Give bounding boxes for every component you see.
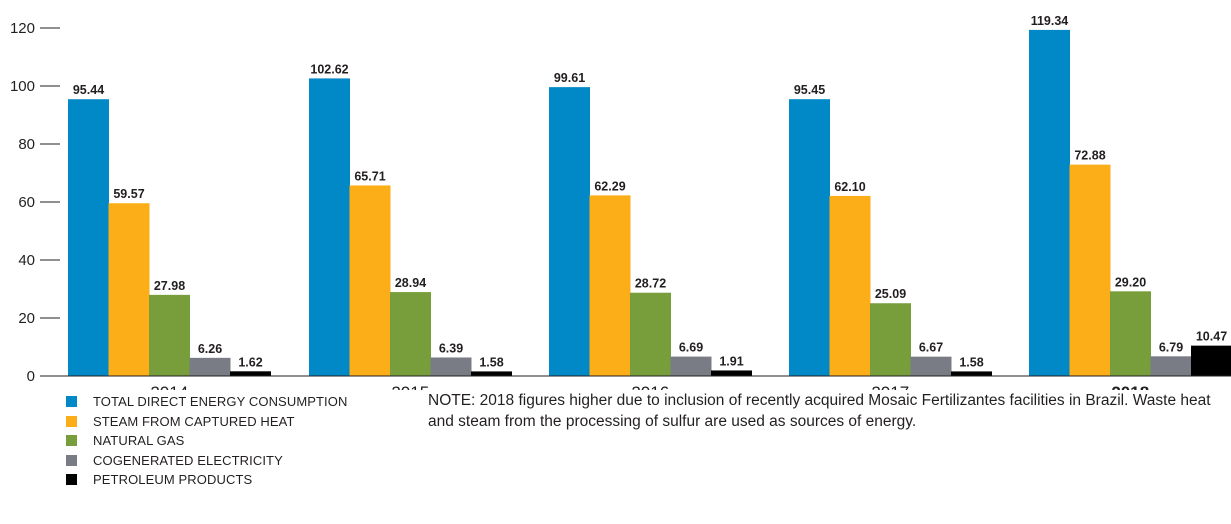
bar bbox=[1110, 291, 1151, 376]
bar-value-label: 6.79 bbox=[1159, 340, 1183, 354]
legend-swatch bbox=[66, 415, 77, 427]
y-tick-label: 40 bbox=[18, 252, 35, 269]
bar-chart: 0 20 40 60 80 100 120 95.44 59.57 27.98 6.26 1.62 1… bbox=[10, 14, 1231, 390]
legend-label: NATURAL GAS bbox=[93, 433, 185, 449]
bar-value-label: 99.61 bbox=[554, 71, 585, 85]
bar-value-label: 27.98 bbox=[154, 279, 185, 293]
legend-swatch bbox=[66, 396, 77, 408]
chart-note: NOTE: 2018 figures higher due to inclusi… bbox=[428, 392, 1211, 430]
bar bbox=[108, 203, 150, 376]
y-axis: 0 20 40 60 80 100 120 bbox=[10, 20, 60, 385]
bar-value-label: 119.34 bbox=[1031, 14, 1069, 28]
x-tick-label: 2018 bbox=[1111, 383, 1149, 390]
legend-item: COGENERATED ELECTRICITY bbox=[66, 451, 347, 471]
y-tick-label: 0 bbox=[27, 368, 35, 385]
bar-value-label: 62.10 bbox=[834, 180, 865, 194]
bar bbox=[1029, 29, 1070, 376]
legend-item: PETROLEUM PRODUCTS bbox=[66, 470, 347, 490]
y-tick-label: 60 bbox=[18, 194, 35, 211]
x-tick-label: 2017 bbox=[871, 383, 909, 390]
bar bbox=[870, 303, 911, 376]
bar-value-label: 6.39 bbox=[439, 341, 463, 355]
x-tick-label: 2015 bbox=[391, 383, 429, 390]
bar-value-label: 1.91 bbox=[719, 354, 743, 368]
bar bbox=[149, 294, 190, 376]
bar bbox=[430, 357, 472, 376]
legend-swatch bbox=[66, 435, 77, 447]
legend-label: STEAM FROM CAPTURED HEAT bbox=[93, 413, 295, 429]
legend-label: TOTAL DIRECT ENERGY CONSUMPTION bbox=[93, 394, 348, 410]
legend-swatch bbox=[66, 454, 77, 466]
bar-value-label: 95.45 bbox=[794, 83, 825, 97]
bar-value-label: 95.44 bbox=[73, 83, 104, 97]
y-tick-label: 80 bbox=[18, 136, 35, 153]
legend-item: STEAM FROM CAPTURED HEAT bbox=[66, 412, 347, 432]
bar-value-label: 10.47 bbox=[1196, 330, 1227, 344]
bars-group: 95.44 59.57 27.98 6.26 1.62 102.62 65.71 28.94 6… bbox=[68, 14, 1231, 377]
bar-value-label: 72.88 bbox=[1074, 149, 1105, 163]
bar-value-label: 28.72 bbox=[635, 277, 666, 291]
bar bbox=[1150, 356, 1192, 376]
y-tick-label: 20 bbox=[18, 310, 35, 327]
legend-swatch bbox=[66, 474, 77, 486]
bar bbox=[549, 87, 590, 377]
bar bbox=[230, 371, 271, 376]
legend: TOTAL DIRECT ENERGY CONSUMPTION STEAM FRO… bbox=[66, 392, 347, 490]
legend-label: COGENERATED ELECTRICITY bbox=[93, 452, 283, 468]
bar bbox=[390, 292, 431, 376]
bar bbox=[68, 99, 109, 376]
bar bbox=[471, 371, 512, 376]
bar-value-label: 6.69 bbox=[679, 341, 703, 355]
legend-item: TOTAL DIRECT ENERGY CONSUMPTION bbox=[66, 392, 347, 412]
x-axis: 2014 2015 2016 2017 2018 bbox=[40, 375, 1231, 390]
bar bbox=[309, 78, 350, 376]
bar-value-label: 62.29 bbox=[594, 179, 625, 193]
legend-label: PETROLEUM PRODUCTS bbox=[93, 472, 253, 488]
bar-value-label: 1.58 bbox=[959, 355, 983, 369]
x-tick-label: 2014 bbox=[150, 383, 188, 390]
bar bbox=[829, 195, 871, 376]
y-tick-label: 100 bbox=[10, 78, 35, 95]
bar bbox=[711, 370, 752, 376]
legend-item: NATURAL GAS bbox=[66, 431, 347, 451]
bar bbox=[951, 371, 992, 376]
bar bbox=[910, 356, 952, 376]
bar-value-label: 25.09 bbox=[875, 287, 906, 301]
bar bbox=[1069, 164, 1111, 376]
bar bbox=[189, 357, 231, 376]
bar bbox=[589, 195, 631, 376]
bar-value-label: 1.62 bbox=[238, 355, 262, 369]
bar bbox=[670, 356, 712, 376]
bar-value-label: 102.62 bbox=[310, 62, 348, 76]
bar bbox=[630, 292, 671, 376]
bar bbox=[789, 99, 830, 376]
bar-value-label: 1.58 bbox=[479, 355, 503, 369]
bar-value-label: 59.57 bbox=[113, 187, 144, 201]
bar-value-label: 65.71 bbox=[354, 169, 385, 183]
bar bbox=[1191, 345, 1231, 376]
bar-value-label: 6.67 bbox=[919, 341, 943, 355]
y-tick-label: 120 bbox=[10, 20, 35, 37]
bar-value-label: 6.26 bbox=[198, 342, 222, 356]
x-tick-label: 2016 bbox=[631, 383, 669, 390]
bar bbox=[349, 185, 391, 376]
bar-value-label: 29.20 bbox=[1115, 275, 1146, 289]
bar-value-label: 28.94 bbox=[395, 276, 426, 290]
